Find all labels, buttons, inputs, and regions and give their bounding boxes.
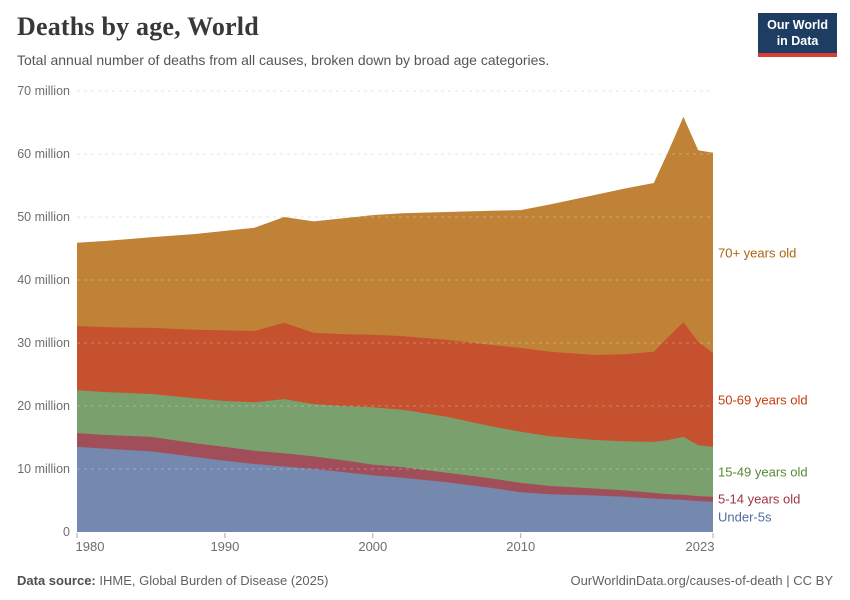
y-tick-label: 40 million [17, 273, 70, 287]
y-tick-label: 30 million [17, 336, 70, 350]
data-source-value: IHME, Global Burden of Disease (2025) [95, 573, 329, 588]
footer: Data source: IHME, Global Burden of Dise… [17, 573, 833, 588]
owid-logo[interactable]: Our World in Data [758, 13, 837, 58]
data-source: Data source: IHME, Global Burden of Dise… [17, 573, 328, 588]
y-tick-label: 10 million [17, 462, 70, 476]
series-label-50-69[interactable]: 50-69 years old [718, 392, 808, 408]
y-tick-label: 0 [63, 525, 70, 539]
x-tick-label: 2010 [506, 539, 536, 554]
owid-link[interactable]: OurWorldinData.org/causes-of-death | CC … [570, 573, 833, 588]
x-tick-label: 1980 [75, 539, 105, 554]
area-under-5s[interactable] [77, 446, 713, 532]
series-label-5-14[interactable]: 5-14 years old [718, 491, 801, 507]
x-tick-label: 1990 [210, 539, 240, 554]
x-tick-label: 2023 [685, 539, 715, 554]
page-title: Deaths by age, World [17, 12, 259, 41]
y-tick-label: 50 million [17, 210, 70, 224]
chart-subtitle: Total annual number of deaths from all c… [17, 52, 550, 68]
y-tick-label: 70 million [17, 84, 70, 98]
x-tick-label: 2000 [358, 539, 388, 554]
logo-line1: Our World [767, 18, 828, 32]
logo-line2: in Data [776, 33, 819, 48]
y-tick-label: 60 million [17, 147, 70, 161]
y-tick-label: 20 million [17, 399, 70, 413]
series-label-70plus[interactable]: 70+ years old [718, 245, 797, 261]
series-label-15-49[interactable]: 15-49 years old [718, 464, 808, 480]
data-source-label: Data source: [17, 573, 96, 588]
series-label-under5s[interactable]: Under-5s [718, 509, 772, 525]
